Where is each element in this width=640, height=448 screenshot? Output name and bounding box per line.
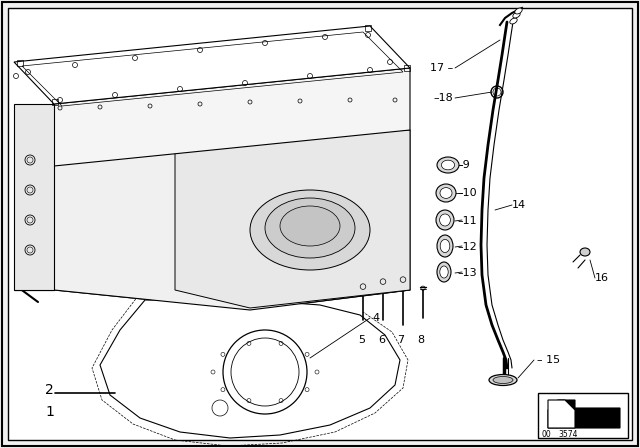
Text: 5: 5 (358, 335, 365, 345)
Bar (52, 99, 58, 105)
Text: 3: 3 (95, 87, 105, 103)
Text: 00: 00 (542, 430, 552, 439)
Text: 6: 6 (378, 335, 385, 345)
Ellipse shape (437, 235, 453, 257)
Text: 8: 8 (417, 335, 424, 345)
Text: 1: 1 (45, 405, 54, 419)
Ellipse shape (436, 210, 454, 230)
Ellipse shape (580, 248, 590, 256)
Text: –18: –18 (433, 93, 453, 103)
Text: –12: –12 (457, 242, 477, 252)
Text: 14: 14 (512, 200, 526, 210)
Ellipse shape (489, 375, 517, 385)
Ellipse shape (510, 18, 517, 24)
Text: 2: 2 (45, 383, 54, 397)
Ellipse shape (265, 198, 355, 258)
Polygon shape (175, 130, 410, 308)
Ellipse shape (440, 239, 450, 253)
Ellipse shape (280, 206, 340, 246)
Text: –9: –9 (457, 160, 470, 170)
Text: 3574: 3574 (558, 430, 577, 439)
Ellipse shape (493, 376, 513, 383)
Polygon shape (100, 300, 400, 438)
Text: 7: 7 (397, 335, 404, 345)
Text: 17 –: 17 – (429, 63, 453, 73)
Text: –10: –10 (457, 188, 477, 198)
Bar (404, 65, 410, 71)
Polygon shape (548, 400, 575, 428)
Ellipse shape (436, 184, 456, 202)
Ellipse shape (515, 8, 522, 14)
Text: –11: –11 (457, 216, 477, 226)
Polygon shape (14, 104, 54, 290)
Ellipse shape (440, 266, 448, 278)
Bar (365, 25, 371, 31)
Ellipse shape (440, 214, 451, 226)
Polygon shape (14, 26, 410, 104)
Ellipse shape (437, 262, 451, 282)
Polygon shape (54, 104, 410, 310)
Polygon shape (548, 400, 620, 428)
Bar (538, 393, 628, 438)
Ellipse shape (437, 157, 459, 173)
Ellipse shape (440, 188, 452, 198)
Text: – 15: – 15 (537, 355, 560, 365)
Ellipse shape (442, 160, 454, 170)
Polygon shape (54, 68, 410, 166)
Bar (17, 60, 23, 66)
Ellipse shape (250, 190, 370, 270)
Text: –13: –13 (457, 268, 477, 278)
Text: 4: 4 (372, 313, 379, 323)
Text: 16: 16 (595, 273, 609, 283)
Ellipse shape (513, 12, 520, 18)
